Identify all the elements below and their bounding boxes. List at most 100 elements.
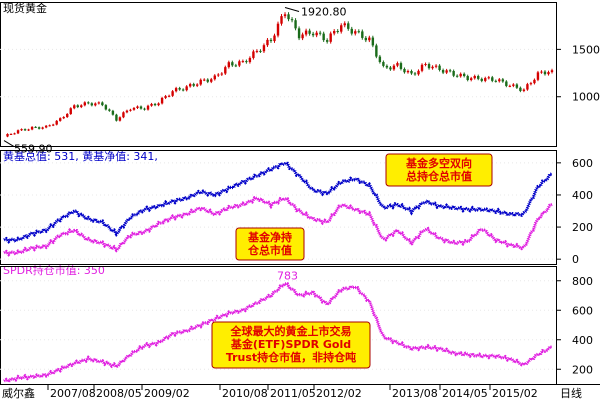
candle-body — [30, 126, 34, 130]
spdr-panel-title: SPDR持仓市值: 350 — [3, 263, 105, 277]
candle-body — [357, 31, 360, 33]
candle-body — [231, 62, 234, 66]
candle-body — [259, 50, 262, 52]
candle-body — [371, 37, 375, 46]
candle-body — [255, 50, 259, 52]
candle-body — [322, 33, 325, 41]
candle-body — [101, 102, 104, 106]
candle-body — [508, 85, 512, 87]
candle-body — [501, 79, 505, 82]
candle-body — [157, 103, 160, 106]
candle-body — [287, 14, 290, 20]
candle-body — [343, 23, 346, 26]
total-fund-line-core — [3, 162, 553, 243]
candle-body — [44, 125, 48, 128]
candle-body — [484, 78, 487, 81]
candle-body — [494, 80, 497, 82]
candle-body — [325, 40, 329, 42]
candle-body — [385, 65, 389, 68]
candle-body — [340, 25, 343, 32]
candle-body — [62, 117, 65, 119]
candle-body — [252, 51, 255, 58]
candle-body — [48, 125, 51, 127]
spdr-line-core — [3, 283, 553, 383]
candle-body — [522, 89, 526, 91]
candle-body — [498, 79, 501, 82]
x-tick-label: 2008/05 — [96, 387, 142, 400]
candle-body — [167, 95, 171, 97]
net-callout-text: 仓总市值 — [247, 243, 292, 257]
y-tick-label: 600 — [572, 304, 593, 317]
candle-body — [375, 45, 378, 57]
candle-body — [529, 83, 533, 85]
candle-body — [245, 61, 248, 63]
candle-body — [203, 79, 206, 81]
candle-body — [210, 79, 213, 82]
candle-body — [473, 76, 476, 79]
candle-body — [364, 37, 368, 41]
candle-body — [238, 61, 241, 66]
candle-body — [301, 34, 304, 39]
candle-body — [550, 70, 554, 73]
high-pointer — [284, 6, 300, 12]
candle-body — [519, 87, 522, 91]
candle-body — [90, 103, 94, 106]
candle-body — [16, 130, 20, 134]
low-pointer — [3, 140, 15, 147]
candle-body — [392, 65, 396, 70]
candle-body — [69, 108, 72, 114]
panel-frame — [0, 2, 557, 147]
candle-body — [66, 113, 69, 118]
candle-body — [396, 63, 399, 66]
candle-body — [139, 106, 143, 109]
candle-body — [23, 129, 27, 131]
candle-body — [104, 105, 108, 110]
candle-body — [533, 79, 536, 84]
candle-body — [185, 86, 188, 91]
candle-body — [132, 107, 136, 110]
candle-body — [73, 105, 76, 109]
candle-body — [87, 102, 90, 104]
y-tick-label: 400 — [572, 189, 593, 202]
candle-body — [273, 35, 276, 42]
candle-body — [304, 30, 308, 35]
candle-body — [55, 120, 58, 125]
y-tick-label: 200 — [572, 363, 593, 376]
candle-body — [220, 73, 223, 75]
gold-panel-title: 现货黄金 — [3, 1, 47, 15]
low-label: 559.90 — [14, 143, 53, 156]
x-tick-label: 2013/08 — [392, 387, 438, 400]
candle-body — [311, 33, 315, 36]
candle-body — [403, 68, 406, 73]
spdr-callout-text: 全球最大的黄金上市交易 — [230, 324, 352, 338]
candle-body — [150, 103, 153, 106]
candle-body — [280, 16, 283, 24]
panel-frame — [0, 150, 557, 265]
candle-body — [452, 71, 455, 76]
candle-body — [224, 67, 227, 74]
candle-body — [118, 117, 122, 121]
candle-body — [526, 84, 529, 90]
candle-body — [262, 45, 266, 52]
candle-body — [115, 114, 118, 121]
candle-body — [515, 84, 519, 88]
candle-body — [413, 73, 417, 75]
candle-body — [241, 61, 245, 63]
x-tick-label: 2010/08 — [222, 387, 268, 400]
candle-body — [399, 63, 403, 69]
candle-body — [462, 73, 466, 77]
candle-body — [424, 64, 427, 66]
candle-body — [491, 77, 494, 81]
y-tick-label: 400 — [572, 334, 593, 347]
high-label: 1920.80 — [301, 5, 347, 18]
candle-body — [37, 127, 41, 129]
net-callout-text: 基金净持 — [247, 230, 292, 244]
candle-body — [512, 84, 515, 86]
candle-body — [540, 71, 543, 73]
candle-body — [459, 73, 462, 77]
period-label: 日线 — [560, 386, 582, 400]
total-callout-box — [385, 153, 493, 187]
candle-body — [290, 19, 294, 21]
candle-body — [487, 77, 490, 79]
